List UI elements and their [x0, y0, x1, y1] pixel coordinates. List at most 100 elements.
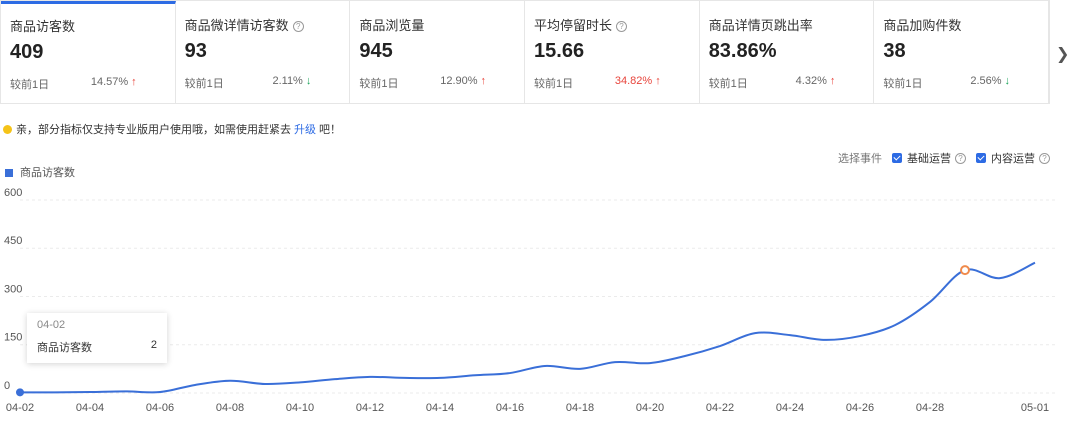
kpi-card[interactable]: 商品微详情访客数 93 较前1日 2.11%↓: [175, 1, 351, 103]
tooltip-date: 04-02: [37, 319, 66, 331]
event-option[interactable]: 内容运营: [976, 150, 1050, 166]
kpi-cards: 商品访客数409较前1日14.57%↑商品微详情访客数93较前1日2.11%↓商…: [0, 0, 1050, 104]
compare-label: 较前1日: [534, 78, 574, 90]
tooltip: 04-02 商品访客数 2: [27, 313, 167, 363]
help-icon: [292, 21, 304, 32]
kpi-title: 平均停留时长: [534, 18, 613, 33]
change: 4.32%: [795, 75, 827, 87]
x-tick-label: 05-01: [1021, 402, 1049, 414]
kpi-title-row: 商品微详情访客数: [185, 15, 342, 34]
compare-label: 较前1日: [10, 79, 50, 91]
kpi-card[interactable]: 商品访客数 409 较前1日 14.57% ↑: [1, 1, 176, 103]
kpi-title: 商品加购件数: [883, 18, 962, 33]
kpi-value: 945: [359, 40, 393, 62]
kpi-title-row: 商品浏览量: [359, 15, 516, 34]
kpi-compare: 较前1日 12.90% ↑: [359, 75, 516, 91]
kpi-value: 409: [10, 41, 44, 63]
x-tick-label: 04-02: [6, 402, 34, 414]
kpi-title: 商品微详情访客数: [184, 18, 289, 33]
kpi-compare: 较前1日 2.11% ↓: [185, 75, 342, 91]
compare-label: 较前1日: [359, 78, 399, 90]
help-icon: [616, 21, 628, 32]
legend-swatch: [5, 169, 13, 177]
x-tick-label: 04-26: [846, 402, 874, 414]
chart: 商品访客数 0 150 300 450 600 04-02 04-04 04-06 04-08 04…: [4, 165, 1055, 414]
change: 2.56%: [970, 75, 1002, 87]
kpi-title-row: 商品加购件数: [883, 15, 1040, 34]
event-option[interactable]: 基础运营: [892, 150, 966, 166]
next-button[interactable]: ❯: [1056, 46, 1070, 63]
change-wrap: 12.90% ↑: [440, 75, 486, 91]
x-tick-label: 04-06: [146, 402, 174, 414]
change-wrap: 4.32% ↑: [796, 75, 836, 91]
compare-label: 较前1日: [883, 78, 923, 90]
x-tick-label: 04-08: [216, 402, 244, 414]
kpi-compare: 较前1日 2.56% ↓: [883, 75, 1040, 91]
x-tick-label: 04-20: [636, 402, 664, 414]
help-icon: [1039, 153, 1050, 164]
compare-label: 较前1日: [708, 78, 748, 90]
x-tick-label: 04-10: [286, 402, 314, 414]
change: 12.90%: [440, 75, 478, 87]
kpi-value: 38: [883, 40, 906, 62]
legend-label: 商品访客数: [20, 165, 75, 179]
change-wrap: 34.82% ↑: [615, 75, 661, 91]
kpi-title: 商品浏览量: [359, 18, 425, 33]
trend-arrow: ↓: [1004, 75, 1011, 87]
kpi-card[interactable]: 平均停留时长 15.66 较前1日 34.82%↑: [525, 1, 700, 103]
compare-label: 较前1日: [184, 78, 224, 90]
change: 14.57%: [90, 76, 129, 88]
kpi-value: 83.86%: [708, 40, 777, 62]
y-tick-label: 150: [4, 332, 22, 344]
trend-arrow: ↑: [829, 75, 836, 87]
kpi-compare: 较前1日 4.32% ↑: [709, 75, 866, 91]
kpi-card[interactable]: 商品详情页跳出率 83.86% 较前1日 4.32% ↑: [699, 1, 875, 103]
y-tick-label: 300: [4, 283, 22, 295]
upgrade-link[interactable]: 升级: [294, 124, 316, 136]
kpi-title-row: 商品详情页跳出率: [709, 15, 866, 34]
x-tick-label: 04-04: [76, 402, 104, 414]
event-name: 基础运营: [907, 153, 951, 165]
change-wrap: 14.57% ↑: [91, 76, 137, 92]
event-label: 选择事件: [838, 153, 882, 165]
change-wrap: 2.11% ↓: [272, 75, 311, 91]
x-tick-label: 04-24: [776, 402, 804, 414]
trend-arrow: ↑: [480, 75, 487, 87]
kpi-card[interactable]: 商品加购件数 38 较前1日 2.56% ↓: [874, 1, 1050, 103]
x-tick-label: 04-28: [916, 402, 944, 414]
change-wrap: 2.56% ↓: [970, 75, 1010, 91]
help-icon: [955, 153, 966, 164]
tooltip-series: 商品访客数: [37, 342, 92, 354]
trend-arrow: ↑: [655, 75, 661, 87]
kpi-title-row: 平均停留时长: [534, 15, 691, 34]
x-tick-label: 04-18: [566, 402, 594, 414]
notice-suffix: 吧！: [319, 124, 341, 136]
notice: 亲，部分指标仅支持专业版用户使用哦，如需使用赶紧去 升级 吧！: [3, 121, 341, 137]
line: [19, 261, 1036, 394]
kpi-value: 93: [184, 40, 207, 62]
event-name: 内容运营: [991, 153, 1035, 165]
tooltip-value: 2: [150, 339, 157, 351]
checkbox: [892, 153, 902, 163]
kpi-compare: 较前1日 34.82% ↑: [534, 75, 691, 91]
trend-arrow: ↑: [131, 76, 137, 88]
change: 34.82%: [614, 75, 653, 87]
change: 2.11%: [272, 75, 303, 87]
kpi-title: 商品访客数: [10, 19, 76, 34]
point: [16, 388, 24, 397]
y-tick-label: 450: [4, 235, 22, 247]
y-tick-label: 0: [4, 380, 10, 392]
kpi-card[interactable]: 商品浏览量 945 较前1日 12.90% ↑: [350, 1, 526, 103]
x-tick-label: 04-14: [426, 402, 454, 414]
x-tick-label: 04-16: [496, 402, 524, 414]
y-tick-label: 600: [4, 187, 22, 199]
x-tick-label: 04-22: [706, 402, 734, 414]
notice-text: 亲，部分指标仅支持专业版用户使用哦，如需使用赶紧去: [16, 124, 291, 136]
trend-arrow: ↓: [305, 75, 312, 87]
x-tick-label: 04-12: [356, 402, 384, 414]
highlight-point: [960, 265, 970, 276]
event-filter: 选择事件 基础运营 内容运营: [838, 150, 1050, 166]
kpi-compare: 较前1日 14.57% ↑: [10, 76, 167, 92]
kpi-title-row: 商品访客数: [10, 16, 167, 35]
